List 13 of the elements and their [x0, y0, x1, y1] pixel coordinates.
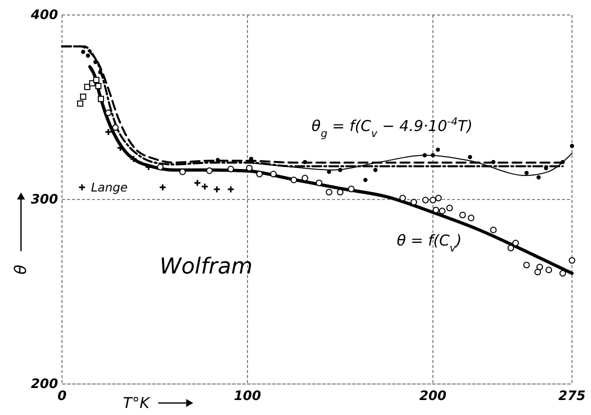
annotation: θ = f(C$_{v}$) [396, 232, 462, 255]
x-tick-label: 0 [57, 389, 67, 404]
legend-label: Lange [91, 180, 128, 194]
text: Wolfram [160, 254, 253, 280]
y-axis-title: θ [11, 264, 30, 275]
annotation: θ$_{g}$ = f(C$_{v}$ − 4.9·10$^{-4}$T) [312, 116, 473, 140]
x-axis-title: T°K [122, 394, 151, 412]
x-tick-label: 100 [234, 389, 262, 404]
y-tick-label: 300 [30, 192, 58, 208]
y-tick-label: 200 [30, 377, 58, 392]
y-tick-label: 400 [30, 8, 58, 23]
x-tick-label: 275 [558, 389, 586, 404]
x-tick-label: 200 [419, 389, 446, 404]
